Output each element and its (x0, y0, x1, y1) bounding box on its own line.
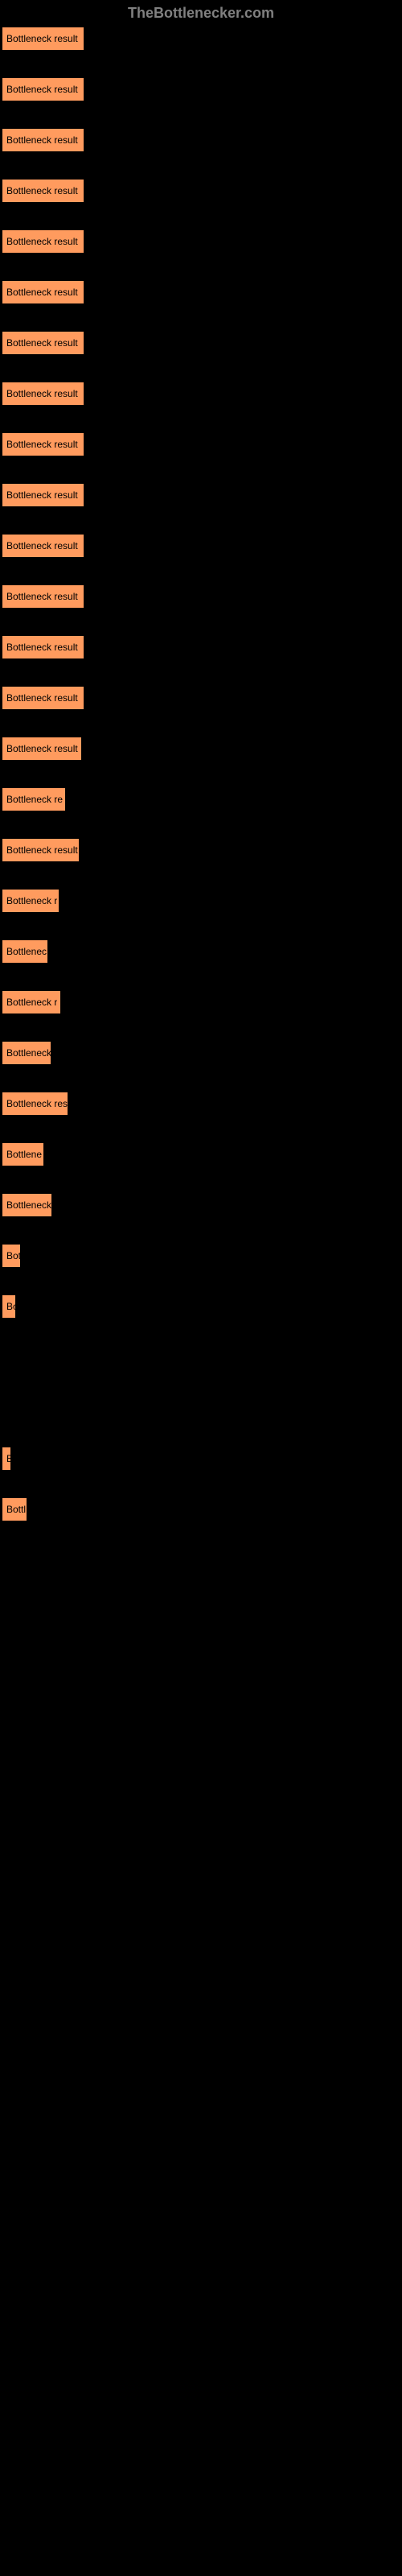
bar-row: Bottleneck result (2, 128, 402, 152)
bar: Bottleneck result (2, 432, 84, 456)
bar-row: Bottleneck (2, 1041, 402, 1065)
bar-label: Bottleneck result (6, 591, 78, 602)
bar-row: Bottleneck result (2, 686, 402, 710)
bar-label: B (6, 1453, 10, 1464)
bar: Bottleneck res (2, 1092, 68, 1116)
bar-label: Bottleneck result (6, 439, 78, 450)
site-header: TheBottlenecker.com (0, 0, 402, 27)
bar-row: Bottleneck result (2, 584, 402, 609)
bar-row: Bottleneck result (2, 229, 402, 254)
bar-label: Bottleneck result (6, 33, 78, 44)
bar-label: Bottleneck (6, 1199, 51, 1211)
bar-row: Bottleneck result (2, 534, 402, 558)
bar-label: Bottleneck (6, 1047, 51, 1059)
bar: Bottleneck result (2, 382, 84, 406)
bar: Bottleneck result (2, 686, 84, 710)
bar-row (2, 1396, 402, 1420)
bar-row: Bottleneck result (2, 737, 402, 761)
bar-row: Bottleneck result (2, 27, 402, 51)
bar: Bottleneck result (2, 635, 84, 659)
bar-label: Bottleneck result (6, 844, 78, 856)
bar-label: Bottleneck result (6, 185, 78, 196)
bar-row: Bottl (2, 1497, 402, 1521)
bar-label: Bottlenec (6, 946, 47, 957)
bar-label: Bottleneck re (6, 794, 63, 805)
bar-row: Bottleneck (2, 1193, 402, 1217)
bar-label: Bottleneck r (6, 895, 57, 906)
bar-row: Bottleneck result (2, 331, 402, 355)
bar-label: Bottleneck result (6, 84, 78, 95)
bar: Bottleneck result (2, 584, 84, 609)
bar-row: Bottlenec (2, 939, 402, 964)
bar: Bottlene (2, 1142, 44, 1166)
bar: Bottleneck result (2, 838, 80, 862)
bar-row: B (2, 1447, 402, 1471)
bar-row: Bot (2, 1244, 402, 1268)
chart-container: Bottleneck result Bottleneck result Bottle… (0, 27, 402, 1521)
bar: Bot (2, 1244, 21, 1268)
bar: Bottleneck (2, 1041, 51, 1065)
bar: Bottleneck result (2, 280, 84, 304)
bar: Bottleneck r (2, 990, 61, 1014)
bar: Bottlenec (2, 939, 48, 964)
bar-row: Bottleneck r (2, 990, 402, 1014)
bar-row: Bottleneck res (2, 1092, 402, 1116)
bar-row: Bottleneck re (2, 787, 402, 811)
bar-label: Bottleneck r (6, 997, 57, 1008)
bar-label: Bottl (6, 1504, 26, 1515)
bar: Bottleneck result (2, 77, 84, 101)
bar-row: Bottleneck result (2, 179, 402, 203)
bar-row: Bo (2, 1294, 402, 1319)
bar: Bottleneck result (2, 534, 84, 558)
bar-row: Bottleneck result (2, 635, 402, 659)
bar-label: Bottleneck result (6, 388, 78, 399)
bar-label: Bot (6, 1250, 20, 1261)
bar: Bottleneck result (2, 737, 82, 761)
bar-label: Bottleneck result (6, 489, 78, 501)
bar-label: Bottleneck res (6, 1098, 68, 1109)
bar-row (2, 1345, 402, 1369)
bar-row: Bottleneck result (2, 382, 402, 406)
bar: Bottleneck r (2, 889, 59, 913)
bar: Bottleneck re (2, 787, 66, 811)
bar: Bottleneck (2, 1193, 52, 1217)
bar-row: Bottleneck result (2, 432, 402, 456)
bar: Bottleneck result (2, 128, 84, 152)
bar-label: Bottleneck result (6, 236, 78, 247)
bar-label: Bottlene (6, 1149, 42, 1160)
bar-row: Bottleneck result (2, 77, 402, 101)
bar-label: Bo (6, 1301, 15, 1312)
bar: Bo (2, 1294, 16, 1319)
bar: Bottleneck result (2, 229, 84, 254)
bar: Bottleneck result (2, 331, 84, 355)
bar-label: Bottleneck result (6, 642, 78, 653)
bar: Bottleneck result (2, 27, 84, 51)
bar-row: Bottleneck result (2, 280, 402, 304)
bar-row: Bottleneck result (2, 483, 402, 507)
bar-label: Bottleneck result (6, 337, 78, 349)
bar: Bottleneck result (2, 179, 84, 203)
site-title: TheBottlenecker.com (128, 5, 274, 21)
bar: Bottleneck result (2, 483, 84, 507)
bar-label: Bottleneck result (6, 287, 78, 298)
bar: B (2, 1447, 11, 1471)
bar-label: Bottleneck result (6, 743, 78, 754)
bar: Bottl (2, 1497, 27, 1521)
bar-row: Bottleneck r (2, 889, 402, 913)
bar-label: Bottleneck result (6, 692, 78, 704)
bar-row: Bottleneck result (2, 838, 402, 862)
bar-label: Bottleneck result (6, 540, 78, 551)
bar-label: Bottleneck result (6, 134, 78, 146)
bar-row: Bottlene (2, 1142, 402, 1166)
